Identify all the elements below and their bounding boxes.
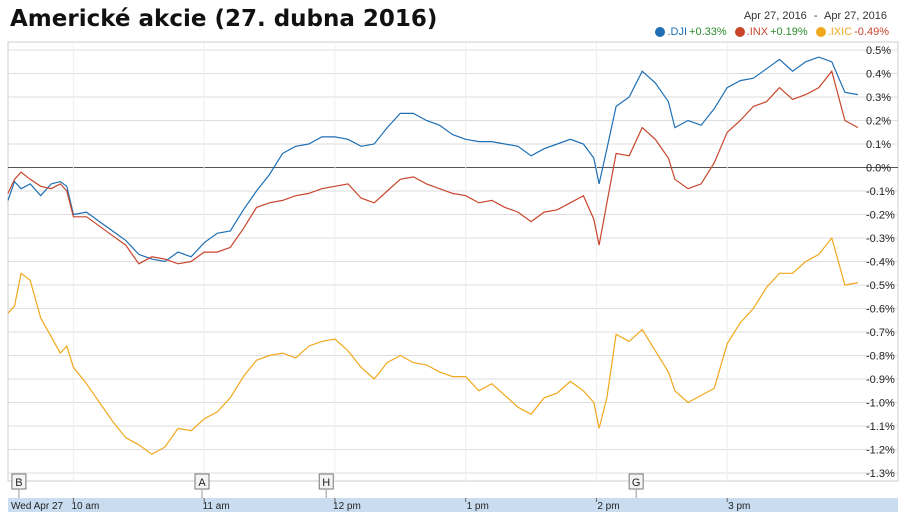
x-axis-band [8,498,898,512]
y-tick-label: -0.9% [866,374,895,386]
y-tick-label: 0.3% [866,92,891,104]
x-tick-label: 12 pm [333,501,361,512]
x-tick-label: 11 am [203,501,230,512]
marker-flag [11,473,27,490]
series-line-ixic [7,236,859,455]
y-tick-label: -1.1% [866,421,895,433]
x-tick-label: 3 pm [728,501,750,512]
y-tick-label: -0.3% [866,233,895,245]
legend: .DJI +0.33% .INX +0.19% .IXIC -0.49% [655,26,889,38]
x-tick-label: 2 pm [597,501,619,512]
marker-label: H [322,477,330,489]
y-tick-label: -1.3% [866,468,895,480]
y-tick-label: -0.7% [866,327,895,339]
legend-item-ixic[interactable]: .IXIC -0.49% [815,26,889,38]
marker-flag [628,473,644,490]
legend-dot-inx [734,27,745,37]
legend-change-dji: +0.33% [689,26,727,38]
y-tick-label: -0.2% [866,210,895,222]
date-range-separator: - [813,10,818,22]
legend-change-ixic: -0.49% [854,26,889,38]
y-tick-label: 0.2% [866,116,891,128]
chart-title: Americké akcie (27. dubna 2016) [10,6,438,32]
marker-label: B [15,477,22,489]
date-range-end: Apr 27, 2016 [824,10,887,22]
y-tick-label: 0.0% [866,163,891,175]
y-tick-label: 0.1% [866,139,891,151]
legend-name-dji: .DJI [667,26,688,38]
y-tick-label: -0.1% [866,186,895,198]
legend-item-inx[interactable]: .INX +0.19% [734,26,808,38]
y-tick-label: -0.6% [866,304,895,316]
x-tick-label: 10 am [71,501,99,512]
y-tick-label: 0.4% [866,69,891,81]
x-tick-label: 1 pm [467,501,489,512]
y-tick-label: -1.2% [866,445,895,457]
date-range: Apr 27, 2016 - Apr 27, 2016 [744,10,887,22]
y-tick-label: -0.5% [866,280,895,292]
legend-dot-ixic [815,27,826,37]
y-tick-label: -1.0% [866,398,895,410]
legend-item-dji[interactable]: .DJI +0.33% [655,26,727,38]
series-line-inx [7,69,859,265]
marker-flag [318,473,334,490]
series-line-dji [7,56,859,263]
date-range-start: Apr 27, 2016 [743,10,807,22]
legend-change-inx: +0.19% [770,26,808,38]
legend-dot-dji [655,27,666,37]
marker-label: A [198,477,206,489]
marker-label: G [632,477,641,489]
legend-name-inx: .INX [746,26,769,38]
marker-flag [194,473,210,490]
y-tick-label: -0.4% [866,257,895,269]
legend-name-ixic: .IXIC [827,26,853,38]
y-tick-label: 0.5% [866,45,891,57]
x-start-label: Wed Apr 27 [11,501,64,512]
y-tick-label: -0.8% [866,351,895,363]
